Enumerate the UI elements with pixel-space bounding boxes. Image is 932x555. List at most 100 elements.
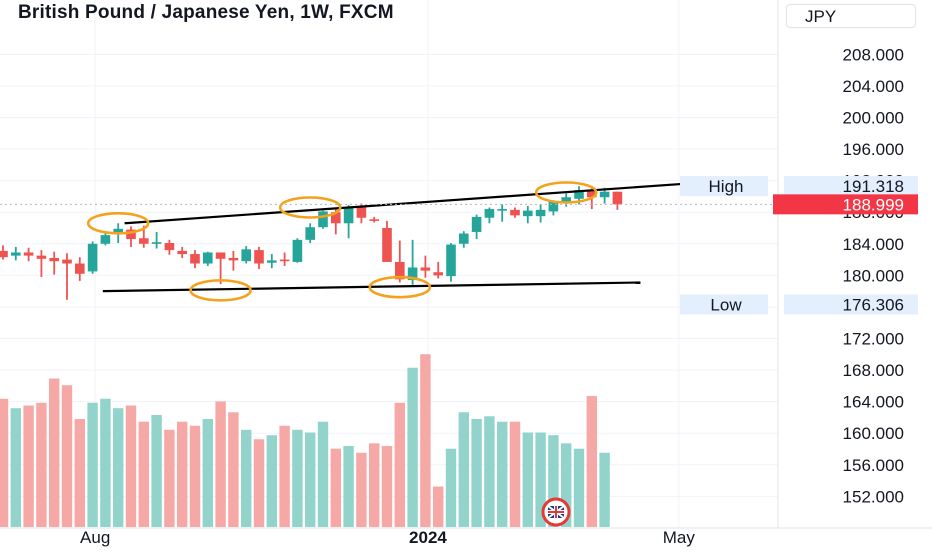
candle: [36, 250, 47, 277]
volume-bar: [522, 432, 533, 527]
time-tick-label: May: [663, 528, 696, 547]
volume-bar: [279, 425, 290, 527]
candle: [548, 201, 559, 216]
candle-body: [535, 209, 546, 217]
candle-body: [395, 261, 405, 280]
candle: [446, 243, 456, 282]
volume-bar: [151, 414, 162, 527]
candle-body: [356, 206, 367, 218]
volume-bar: [61, 385, 73, 527]
volume-bar: [177, 421, 188, 527]
price-tick-label: 160.000: [843, 424, 904, 443]
candle: [190, 250, 200, 269]
candle: [369, 216, 379, 223]
candle-body: [62, 259, 72, 264]
candle: [87, 241, 98, 274]
volume-bar: [125, 405, 137, 527]
price-tick-label: 196.000: [843, 140, 904, 159]
candle: [267, 254, 277, 269]
candle: [126, 226, 136, 247]
candle: [23, 247, 34, 262]
highlight-circle: [189, 279, 252, 302]
price-tick-label: 200.000: [843, 109, 904, 128]
time-tick-label: 2024: [409, 528, 447, 547]
candle-body: [446, 244, 456, 277]
volume-bar: [407, 367, 418, 527]
highlight-circle: [278, 196, 342, 219]
candle-body: [459, 233, 469, 244]
candle-body: [126, 229, 136, 240]
current-price-tag-bg: [773, 194, 918, 215]
volume-bar: [0, 398, 9, 527]
candle: [433, 261, 443, 279]
candle-body: [433, 272, 443, 276]
time-tick-label: Aug: [80, 528, 110, 547]
candle: [228, 250, 239, 271]
candle: [203, 251, 213, 266]
time-axis[interactable]: Aug 2024 May: [80, 528, 695, 547]
volume-bar: [305, 432, 316, 527]
volume-bar: [23, 405, 34, 527]
candle: [420, 255, 431, 278]
lower-support-trendline: [102, 281, 641, 293]
price-tick-label: 172.000: [843, 330, 904, 349]
price-axis[interactable]: 208.000204.000200.000196.000192.000188.0…: [843, 45, 904, 506]
candle-body: [369, 219, 379, 221]
volume-bar: [561, 443, 572, 527]
volume-bar: [471, 419, 482, 527]
candle-body: [87, 243, 98, 272]
candle: [523, 205, 533, 224]
volume-bar: [458, 412, 469, 527]
candle: [151, 231, 162, 249]
price-tick-label: 164.000: [843, 393, 904, 412]
volume-bar: [36, 402, 47, 527]
candle-body: [587, 190, 597, 198]
volume-bar: [420, 354, 431, 527]
candle-body: [228, 258, 239, 261]
low-tag-label: Low: [710, 296, 742, 315]
candle: [75, 257, 85, 281]
volume-bar: [253, 439, 265, 527]
candle-body: [75, 263, 85, 274]
candle-body: [382, 228, 392, 262]
highlight-circle: [368, 275, 432, 299]
candle-body: [305, 227, 315, 240]
annotations: [0, 181, 778, 527]
candle-body: [279, 259, 290, 262]
volume-bar: [330, 448, 341, 527]
candle-body: [177, 250, 187, 255]
candle: [49, 251, 59, 275]
volume-bar: [317, 421, 329, 527]
candle-body: [241, 249, 251, 262]
volume-bar: [573, 448, 585, 527]
candle-body: [599, 191, 610, 198]
candle-body: [497, 209, 507, 211]
candle: [510, 207, 520, 218]
high-tag-value-bg: [784, 176, 918, 197]
volume-bar: [49, 378, 60, 527]
uk-flag-icon: [541, 497, 571, 527]
candle-body: [49, 258, 59, 262]
candle: [11, 246, 21, 261]
candles: [0, 186, 623, 300]
volume-bar: [369, 443, 380, 527]
price-tags: High 191.318 Low 176.306 188.999: [680, 176, 918, 315]
candle: [535, 204, 546, 223]
currency-selector[interactable]: JPY: [786, 4, 916, 28]
candle-body: [164, 243, 175, 251]
candle-body: [139, 238, 149, 244]
volume-bar: [509, 421, 521, 527]
candle-body: [0, 250, 8, 258]
volume-bar: [548, 435, 559, 527]
candle: [459, 231, 469, 248]
volume-bar: [445, 448, 457, 527]
volume-bar: [484, 416, 495, 527]
high-tag-label: High: [709, 177, 744, 196]
upper-resistance-trendline: [124, 182, 685, 225]
candle: [343, 205, 354, 239]
candle: [382, 220, 392, 262]
volume-bar: [202, 419, 213, 527]
volume-bar: [189, 425, 201, 527]
